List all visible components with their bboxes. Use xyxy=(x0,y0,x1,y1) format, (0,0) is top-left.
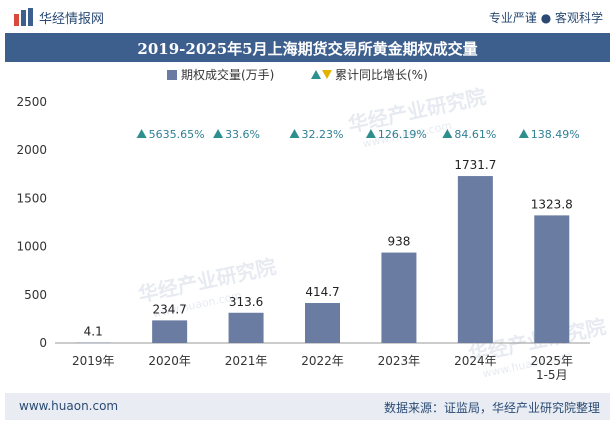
bar xyxy=(534,215,570,343)
bar-value-label: 4.1 xyxy=(84,325,103,339)
x-tick-label: 2021年 xyxy=(225,354,268,368)
growth-label: 126.19% xyxy=(378,128,427,141)
legend-up-triangle-icon xyxy=(311,70,321,79)
brand-name: 华经情报网 xyxy=(39,12,105,27)
bar xyxy=(152,320,188,343)
x-tick-label: 2025年 xyxy=(531,354,574,368)
bar xyxy=(228,312,264,343)
growth-up-triangle-icon xyxy=(365,129,376,138)
bar-value-label: 234.7 xyxy=(152,302,186,316)
growth-up-triangle-icon xyxy=(518,129,529,138)
y-tick-label: 2000 xyxy=(16,143,47,157)
growth-up-triangle-icon xyxy=(442,129,453,138)
bar-value-label: 313.6 xyxy=(229,295,263,309)
legend-swatch-volume xyxy=(167,70,177,80)
bar xyxy=(381,252,417,343)
title-bar: 2019-2025年5月上海期货交易所黄金期权成交量 xyxy=(5,33,610,62)
chart-plot: 华经产业研究院www.huaon.com华经产业研究院www.huaon.com… xyxy=(16,67,608,382)
tagline: 专业严谨 ● 客观科学 xyxy=(488,11,603,25)
bar xyxy=(305,303,340,343)
growth-label: 84.61% xyxy=(454,128,496,141)
x-tick-label: 2022年 xyxy=(301,354,344,368)
huajing-logo-icon xyxy=(14,8,33,26)
y-tick-label: 2500 xyxy=(16,95,47,109)
footer-source: 数据来源：证监局，华经产业研究院整理 xyxy=(383,401,600,415)
x-tick-label: 2019年 xyxy=(72,354,115,368)
growth-up-triangle-icon xyxy=(213,129,224,138)
bar xyxy=(457,176,493,343)
growth-label: 32.23% xyxy=(302,128,344,141)
legend-down-triangle-icon xyxy=(322,70,332,79)
growth-up-triangle-icon xyxy=(289,129,300,138)
x-tick-label: 2020年 xyxy=(148,354,191,368)
header-bar: 华经情报网 专业严谨 ● 客观科学 xyxy=(0,0,615,33)
growth-label: 5635.65% xyxy=(149,128,205,141)
chart-title: 2019-2025年5月上海期货交易所黄金期权成交量 xyxy=(137,40,478,58)
footer-bar: www.huaon.com 数据来源：证监局，华经产业研究院整理 xyxy=(5,393,610,420)
y-tick-label: 500 xyxy=(24,288,47,302)
footer-url: www.huaon.com xyxy=(19,399,119,413)
y-tick-label: 1000 xyxy=(16,240,47,254)
x-tick-label: 1-5月 xyxy=(536,368,568,382)
bar-value-label: 1731.7 xyxy=(454,158,496,172)
legend-label-growth: 累计同比增长(%) xyxy=(335,68,428,82)
growth-label: 33.6% xyxy=(225,128,260,141)
bar-value-label: 1323.8 xyxy=(531,197,573,211)
legend-label-volume: 期权成交量(万手) xyxy=(181,67,274,82)
bar-value-label: 938 xyxy=(387,235,410,249)
x-tick-label: 2024年 xyxy=(454,354,497,368)
growth-up-triangle-icon xyxy=(136,129,147,138)
growth-label: 138.49% xyxy=(531,128,580,141)
x-tick-label: 2023年 xyxy=(378,354,421,368)
bar-value-label: 414.7 xyxy=(305,285,339,299)
y-tick-label: 0 xyxy=(39,336,47,350)
y-tick-label: 1500 xyxy=(16,191,47,205)
